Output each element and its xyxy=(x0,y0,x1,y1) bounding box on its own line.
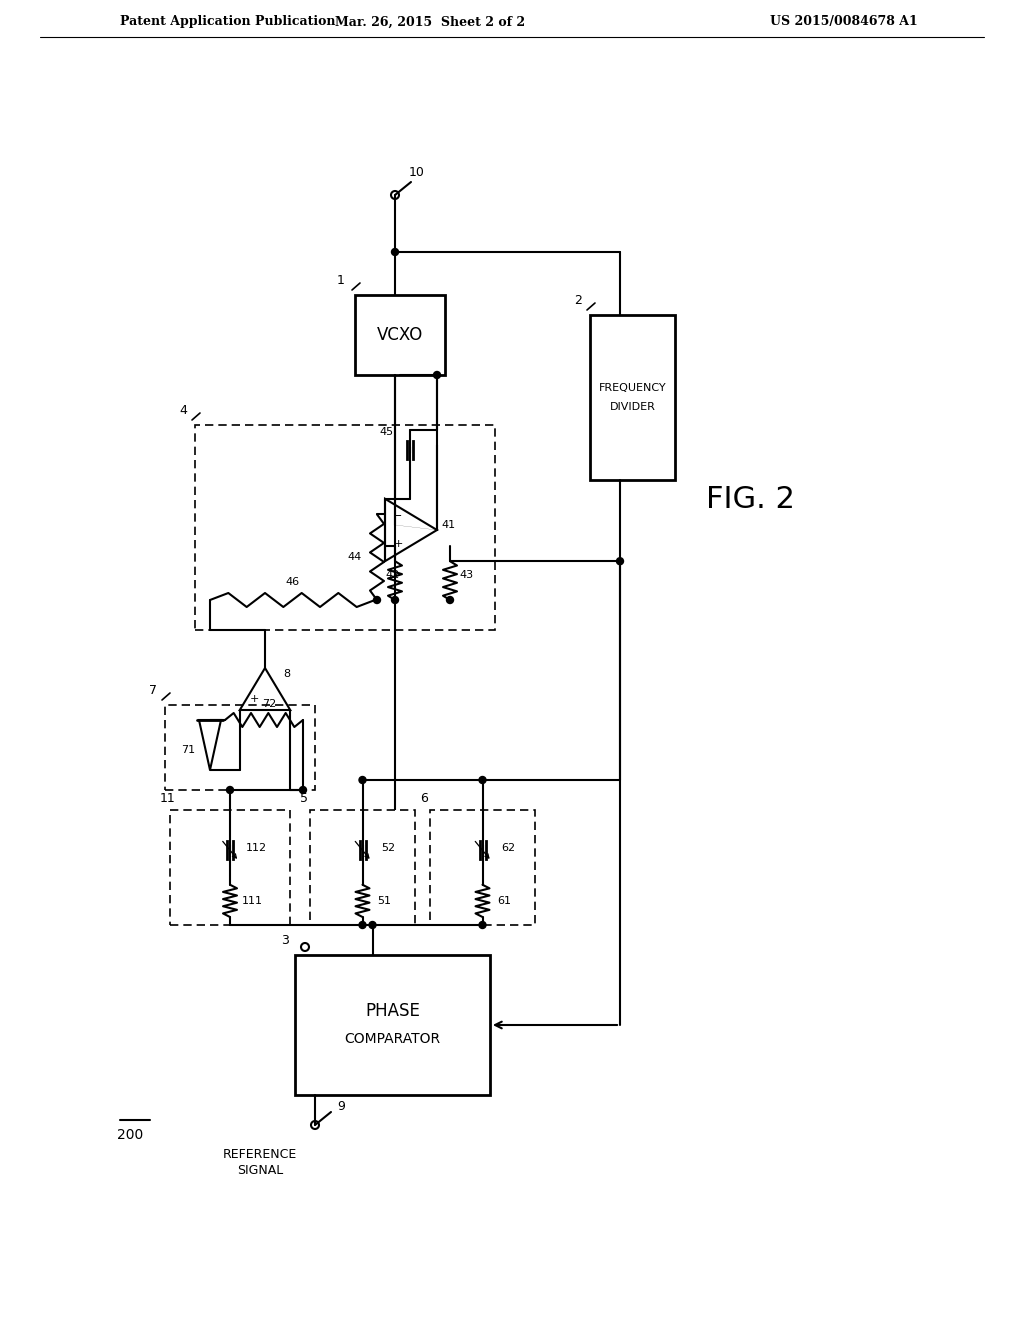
Circle shape xyxy=(299,787,306,793)
Text: PHASE: PHASE xyxy=(366,1002,420,1020)
Bar xyxy=(195,425,495,630)
Text: 4: 4 xyxy=(179,404,187,417)
Bar xyxy=(590,315,675,480)
Text: 51: 51 xyxy=(378,896,391,906)
Bar xyxy=(430,810,535,925)
Text: 5: 5 xyxy=(300,792,308,804)
Text: 200: 200 xyxy=(117,1129,143,1142)
Bar xyxy=(295,954,490,1096)
Circle shape xyxy=(479,776,486,784)
Text: 61: 61 xyxy=(498,896,512,906)
Text: US 2015/0084678 A1: US 2015/0084678 A1 xyxy=(770,16,918,29)
Circle shape xyxy=(359,921,366,928)
Bar xyxy=(355,294,445,375)
Text: 43: 43 xyxy=(459,570,473,581)
Text: FREQUENCY: FREQUENCY xyxy=(599,383,667,392)
Text: 62: 62 xyxy=(502,843,515,853)
Text: 46: 46 xyxy=(286,577,300,587)
Text: +: + xyxy=(250,694,260,705)
Text: 6: 6 xyxy=(420,792,428,804)
Text: −: − xyxy=(393,511,402,521)
Text: 8: 8 xyxy=(284,669,291,678)
Circle shape xyxy=(391,597,398,603)
Text: SIGNAL: SIGNAL xyxy=(237,1163,283,1176)
Text: 1: 1 xyxy=(337,275,345,288)
Circle shape xyxy=(374,597,381,603)
Text: 112: 112 xyxy=(246,843,266,853)
Circle shape xyxy=(359,776,366,784)
Text: COMPARATOR: COMPARATOR xyxy=(344,1032,440,1045)
Text: 72: 72 xyxy=(262,700,276,709)
Bar xyxy=(310,810,415,925)
Circle shape xyxy=(433,371,440,379)
Text: 52: 52 xyxy=(381,843,395,853)
Circle shape xyxy=(616,557,624,565)
Text: 41: 41 xyxy=(442,520,456,531)
Text: 42: 42 xyxy=(386,570,400,581)
Text: 44: 44 xyxy=(348,552,362,562)
Text: 3: 3 xyxy=(281,935,289,948)
Circle shape xyxy=(369,921,376,928)
Text: 111: 111 xyxy=(242,896,262,906)
Bar xyxy=(170,810,290,925)
Text: FIG. 2: FIG. 2 xyxy=(706,486,795,515)
Text: 45: 45 xyxy=(379,426,393,437)
Circle shape xyxy=(226,787,233,793)
Text: 11: 11 xyxy=(160,792,176,804)
Text: +: + xyxy=(393,539,402,549)
Text: Patent Application Publication: Patent Application Publication xyxy=(120,16,336,29)
Text: 9: 9 xyxy=(337,1101,345,1114)
Text: 7: 7 xyxy=(150,685,157,697)
Circle shape xyxy=(391,248,398,256)
Text: VCXO: VCXO xyxy=(377,326,423,345)
Bar xyxy=(165,705,315,789)
Text: DIVIDER: DIVIDER xyxy=(609,403,655,412)
Text: Mar. 26, 2015  Sheet 2 of 2: Mar. 26, 2015 Sheet 2 of 2 xyxy=(335,16,525,29)
Text: REFERENCE: REFERENCE xyxy=(223,1148,297,1162)
Circle shape xyxy=(446,597,454,603)
Text: 71: 71 xyxy=(181,744,195,755)
Circle shape xyxy=(479,921,486,928)
Text: 2: 2 xyxy=(574,294,582,308)
Text: 10: 10 xyxy=(409,166,425,180)
